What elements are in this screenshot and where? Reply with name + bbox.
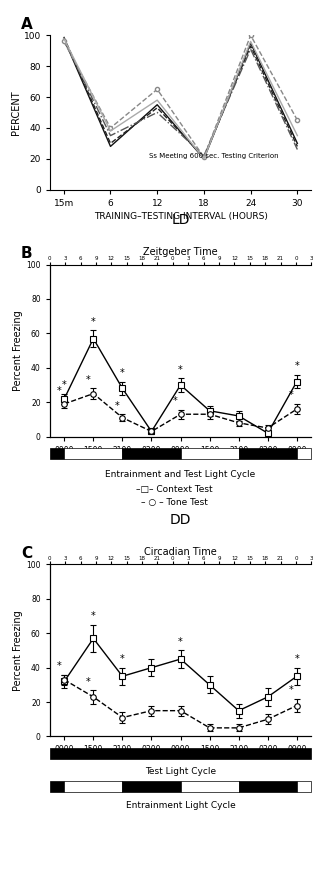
X-axis label: Circadian Time: Circadian Time	[144, 547, 217, 557]
Text: *: *	[120, 368, 125, 378]
Text: – ○ – Tone Test: – ○ – Tone Test	[141, 498, 208, 507]
Text: *: *	[57, 386, 61, 396]
Text: *: *	[115, 400, 119, 411]
Text: *: *	[86, 375, 91, 385]
Text: *: *	[120, 654, 125, 664]
Text: C: C	[21, 546, 32, 561]
Text: *: *	[91, 611, 96, 621]
Text: *: *	[178, 364, 183, 375]
Text: *: *	[57, 662, 61, 671]
Text: *: *	[62, 380, 67, 390]
Text: –□– Context Test: –□– Context Test	[136, 485, 213, 494]
X-axis label: Zeitgeber Time: Zeitgeber Time	[143, 247, 218, 257]
Text: Entrainment and Test Light Cycle: Entrainment and Test Light Cycle	[105, 470, 256, 479]
Text: *: *	[86, 676, 91, 686]
Text: A: A	[21, 17, 33, 33]
Text: *: *	[173, 397, 178, 407]
X-axis label: TRAINING–TESTING INTERVAL (HOURS): TRAINING–TESTING INTERVAL (HOURS)	[94, 212, 267, 220]
Text: *: *	[178, 637, 183, 647]
Text: *: *	[91, 317, 96, 326]
Text: *: *	[289, 391, 294, 400]
Text: Test Light Cycle: Test Light Cycle	[145, 767, 216, 776]
Y-axis label: PERCENT: PERCENT	[11, 90, 21, 135]
Text: *: *	[289, 685, 294, 695]
Text: Entrainment Light Cycle: Entrainment Light Cycle	[126, 801, 235, 810]
Text: B: B	[21, 246, 33, 261]
Text: LD: LD	[171, 213, 190, 227]
Text: *: *	[294, 362, 299, 371]
Y-axis label: Percent Freezing: Percent Freezing	[13, 310, 23, 391]
Text: Ss Meeting 600 sec. Testing Criterion: Ss Meeting 600 sec. Testing Criterion	[149, 153, 279, 159]
Text: DD: DD	[170, 512, 191, 527]
Y-axis label: Percent Freezing: Percent Freezing	[13, 610, 23, 691]
Text: *: *	[294, 654, 299, 664]
